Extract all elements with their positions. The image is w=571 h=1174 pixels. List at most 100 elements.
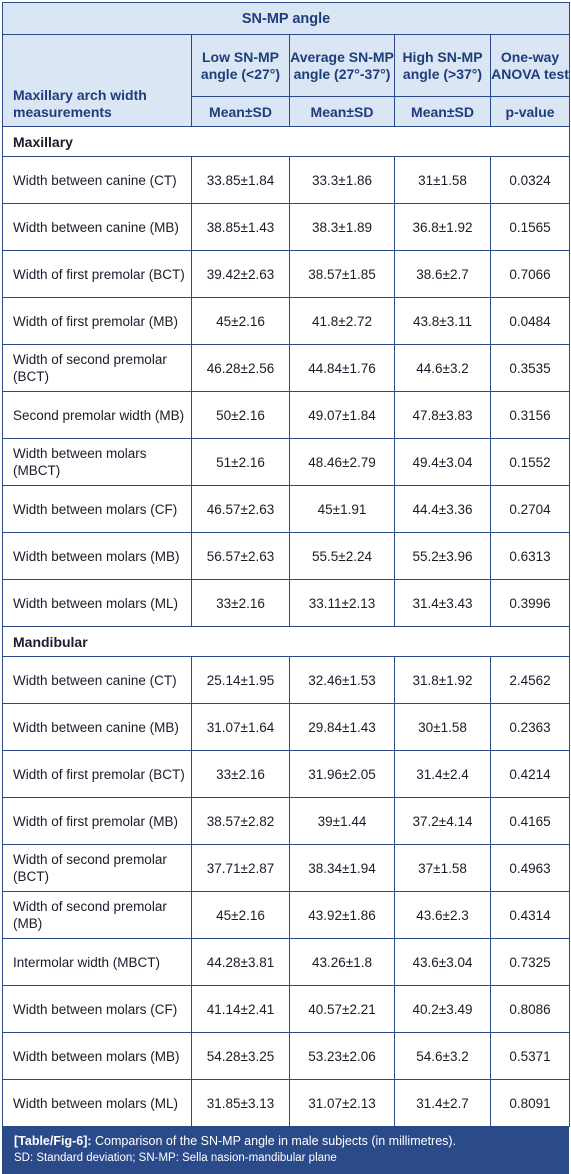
cell-high: 31±1.58 xyxy=(394,156,491,204)
cell-average: 40.57±2.21 xyxy=(289,985,395,1033)
cell-high: 44.4±3.36 xyxy=(394,485,491,533)
cell-average: 38.34±1.94 xyxy=(289,844,395,892)
cell-average: 45±1.91 xyxy=(289,485,395,533)
cell-p-value: 0.2363 xyxy=(489,703,571,751)
caption-note: SD: Standard deviation; SN-MP: Sella nas… xyxy=(14,1152,337,1164)
table-row: Width between canine (MB) 31.07±1.64 29.84… xyxy=(2,703,571,751)
subheader-anova: p-value xyxy=(489,96,571,127)
table-row: Width between molars (ML) 31.85±3.13 31.07… xyxy=(2,1079,571,1127)
caption-text: Comparison of the SN-MP angle in male su… xyxy=(95,1134,457,1148)
table-row: Second premolar width (MB) 50±2.16 49.07±1… xyxy=(2,391,571,439)
cell-average: 33.11±2.13 xyxy=(289,579,395,627)
cell-average: 43.92±1.86 xyxy=(289,891,395,939)
row-header: Maxillary arch width measurements xyxy=(2,34,192,127)
cell-high: 43.6±3.04 xyxy=(394,938,491,986)
cell-high: 55.2±3.96 xyxy=(394,532,491,580)
cell-p-value: 0.3535 xyxy=(489,344,571,392)
cell-high: 31.4±2.4 xyxy=(394,750,491,798)
cell-p-value: 0.7066 xyxy=(489,250,571,298)
cell-high: 37.2±4.14 xyxy=(394,797,491,845)
table-row: Width of second premolar (MB) 45±2.16 43.9… xyxy=(2,891,571,939)
row-label: Width of first premolar (MB) xyxy=(2,797,192,845)
cell-low: 54.28±3.25 xyxy=(191,1032,290,1080)
cell-low: 33.85±1.84 xyxy=(191,156,290,204)
cell-high: 54.6±3.2 xyxy=(394,1032,491,1080)
cell-average: 31.96±2.05 xyxy=(289,750,395,798)
group-title: SN-MP angle xyxy=(1,2,571,35)
cell-low: 51±2.16 xyxy=(191,438,290,486)
cell-average: 53.23±2.06 xyxy=(289,1032,395,1080)
column-header-average: Average SN-MP angle (27°-37°) xyxy=(289,34,395,97)
cell-high: 43.8±3.11 xyxy=(394,297,491,345)
cell-high: 37±1.58 xyxy=(394,844,491,892)
table-caption: [Table/Fig-6]: Comparison of the SN-MP a… xyxy=(2,1127,569,1174)
cell-average: 38.3±1.89 xyxy=(289,203,395,251)
row-label: Width of second premolar (BCT) xyxy=(2,844,192,892)
cell-high: 49.4±3.04 xyxy=(394,438,491,486)
table-row: Width between canine (MB) 38.85±1.43 38.3±… xyxy=(2,203,571,251)
table-row: Width between canine (CT) 25.14±1.95 32.46… xyxy=(2,656,571,704)
cell-low: 31.07±1.64 xyxy=(191,703,290,751)
cell-high: 30±1.58 xyxy=(394,703,491,751)
table-row: Width between molars (MBCT) 51±2.16 48.46±… xyxy=(2,438,571,486)
column-header-anova: One-way ANOVA test xyxy=(489,34,571,97)
table-body: Maxillary Width between canine (CT) 33.85±… xyxy=(1,126,571,1127)
cell-p-value: 0.0324 xyxy=(489,156,571,204)
caption-tag: [Table/Fig-6]: xyxy=(14,1134,92,1148)
cell-p-value: 0.6313 xyxy=(489,532,571,580)
cell-average: 48.46±2.79 xyxy=(289,438,395,486)
section-label: Maxillary xyxy=(1,126,571,157)
table-row: Width between molars (MB) 56.57±2.63 55.5±… xyxy=(2,532,571,580)
section-label: Mandibular xyxy=(1,626,571,657)
table-row: Width of first premolar (MB) 38.57±2.82 39… xyxy=(2,797,571,845)
cell-p-value: 0.1552 xyxy=(489,438,571,486)
table-row: Width of second premolar (BCT) 46.28±2.56… xyxy=(2,344,571,392)
row-label: Width between canine (CT) xyxy=(2,156,192,204)
cell-high: 36.8±1.92 xyxy=(394,203,491,251)
table-row: Width of first premolar (BCT) 39.42±2.63 3… xyxy=(2,250,571,298)
column-header-high: High SN-MP angle (>37°) xyxy=(394,34,491,97)
cell-p-value: 0.5371 xyxy=(489,1032,571,1080)
cell-average: 32.46±1.53 xyxy=(289,656,395,704)
row-label: Width between molars (ML) xyxy=(2,1079,192,1127)
cell-high: 40.2±3.49 xyxy=(394,985,491,1033)
cell-average: 29.84±1.43 xyxy=(289,703,395,751)
table-row: Width of second premolar (BCT) 37.71±2.87… xyxy=(2,844,571,892)
subheader-average: Mean±SD xyxy=(289,96,395,127)
section-row: Maxillary xyxy=(1,126,571,157)
table-row: Intermolar width (MBCT) 44.28±3.81 43.26±1… xyxy=(2,938,571,986)
cell-p-value: 2.4562 xyxy=(489,656,571,704)
cell-average: 55.5±2.24 xyxy=(289,532,395,580)
row-label: Width of first premolar (BCT) xyxy=(2,250,192,298)
cell-average: 38.57±1.85 xyxy=(289,250,395,298)
section-row: Mandibular xyxy=(1,626,571,657)
cell-low: 37.71±2.87 xyxy=(191,844,290,892)
cell-average: 39±1.44 xyxy=(289,797,395,845)
cell-average: 49.07±1.84 xyxy=(289,391,395,439)
cell-average: 33.3±1.86 xyxy=(289,156,395,204)
cell-low: 31.85±3.13 xyxy=(191,1079,290,1127)
cell-low: 39.42±2.63 xyxy=(191,250,290,298)
column-header-low: Low SN-MP angle (<27°) xyxy=(191,34,290,97)
cell-p-value: 0.4214 xyxy=(489,750,571,798)
row-label: Width between molars (ML) xyxy=(2,579,192,627)
row-label: Width between molars (CF) xyxy=(2,985,192,1033)
cell-high: 31.4±3.43 xyxy=(394,579,491,627)
row-label: Width of first premolar (BCT) xyxy=(2,750,192,798)
cell-low: 50±2.16 xyxy=(191,391,290,439)
cell-p-value: 0.3156 xyxy=(489,391,571,439)
cell-high: 31.8±1.92 xyxy=(394,656,491,704)
table-row: Width between molars (CF) 41.14±2.41 40.57… xyxy=(2,985,571,1033)
cell-p-value: 0.4165 xyxy=(489,797,571,845)
cell-high: 47.8±3.83 xyxy=(394,391,491,439)
cell-high: 31.4±2.7 xyxy=(394,1079,491,1127)
cell-low: 46.57±2.63 xyxy=(191,485,290,533)
cell-high: 44.6±3.2 xyxy=(394,344,491,392)
table-row: Width of first premolar (MB) 45±2.16 41.8±… xyxy=(2,297,571,345)
table-row: Width between molars (ML) 33±2.16 33.11±2.… xyxy=(2,579,571,627)
cell-p-value: 0.4963 xyxy=(489,844,571,892)
subheader-high: Mean±SD xyxy=(394,96,491,127)
cell-p-value: 0.3996 xyxy=(489,579,571,627)
cell-p-value: 0.8091 xyxy=(489,1079,571,1127)
